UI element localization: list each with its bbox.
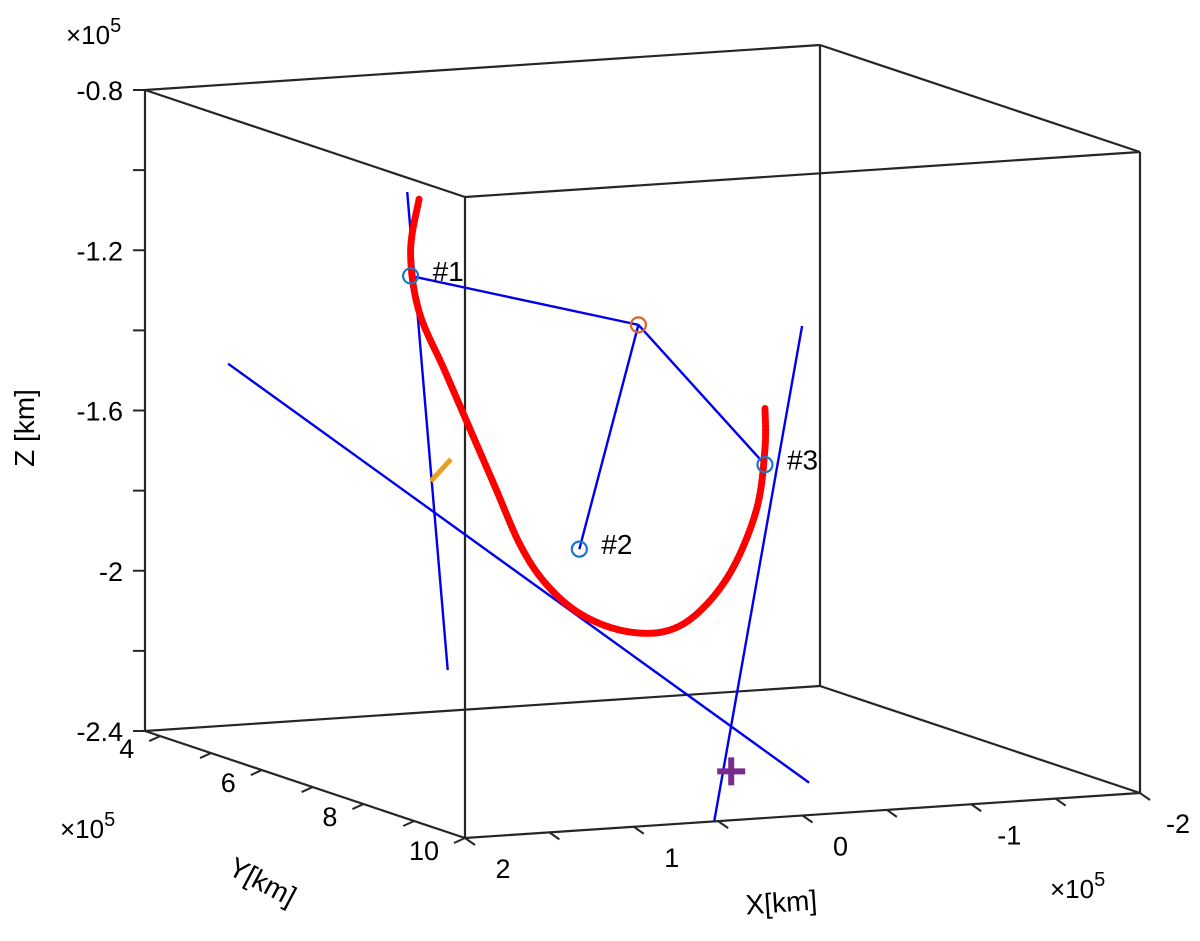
x-tick	[1055, 797, 1067, 807]
y-tick	[453, 837, 466, 844]
point-marker	[756, 456, 774, 474]
y-tick-label: 10	[409, 836, 439, 866]
z-tick-label: -2	[99, 557, 123, 587]
point-marker	[629, 316, 648, 334]
blue-line-segment	[227, 362, 810, 784]
x-tick-label: 0	[833, 832, 848, 862]
z-tick-label: -0.8	[76, 76, 123, 106]
box-edge	[819, 43, 1141, 154]
x-tick-label: -2	[1166, 809, 1190, 839]
tick-marks	[133, 89, 1151, 846]
z-tick-label: -2.4	[76, 717, 123, 747]
y-tick	[250, 769, 263, 776]
x-tick	[801, 814, 814, 824]
x-tick	[633, 825, 645, 835]
blue-line-segment	[713, 325, 804, 821]
x-tick	[464, 837, 476, 846]
point-label: #1	[433, 256, 464, 287]
x-tick-label: 1	[664, 843, 679, 873]
box-edge	[144, 729, 466, 840]
point-label: #2	[601, 529, 632, 560]
x-exponent-label: ×105	[1050, 869, 1105, 904]
y-tick-label: 6	[221, 768, 236, 798]
z-tick-label: -1.6	[76, 397, 123, 427]
x-marker	[429, 457, 453, 483]
y-tick	[351, 803, 364, 810]
y-tick-label: 8	[322, 802, 337, 832]
x-tick-label: 2	[495, 854, 510, 884]
z-exponent-label: ×105	[66, 15, 121, 50]
point-marker	[401, 267, 420, 285]
box-edge	[464, 150, 1141, 199]
z-axis-label: Z [km]	[9, 389, 40, 467]
x-tick	[886, 809, 898, 818]
x-axis-label: X[km]	[745, 885, 819, 921]
x-tick	[1139, 792, 1151, 801]
box-edge	[144, 88, 466, 199]
box-edge	[144, 43, 821, 92]
plus-marker	[717, 757, 746, 786]
blue-line-segment	[578, 324, 640, 550]
box-edge	[819, 684, 1141, 795]
blue-line-segment	[637, 324, 766, 466]
box-edge	[144, 684, 821, 733]
y-tick-label: 4	[119, 734, 134, 764]
y-tick	[199, 752, 212, 759]
x-tick	[548, 831, 560, 841]
y-tick	[402, 820, 415, 827]
point-label: #3	[787, 445, 818, 476]
y-axis-label: Y[km]	[224, 851, 302, 912]
blue-line-segment	[410, 274, 639, 327]
axes-box	[143, 43, 1142, 840]
red-trajectory	[407, 195, 770, 637]
x-tick	[717, 820, 729, 829]
x-tick	[970, 803, 982, 813]
data-layer	[227, 191, 810, 821]
marker-layer: #1 #2 #3	[401, 256, 818, 786]
y-exponent-label: ×105	[60, 809, 115, 844]
x-tick-label: -1	[997, 820, 1021, 850]
point-marker	[570, 540, 588, 558]
z-tick-label: -1.2	[76, 236, 123, 266]
y-tick	[148, 735, 161, 743]
y-tick	[301, 786, 314, 793]
